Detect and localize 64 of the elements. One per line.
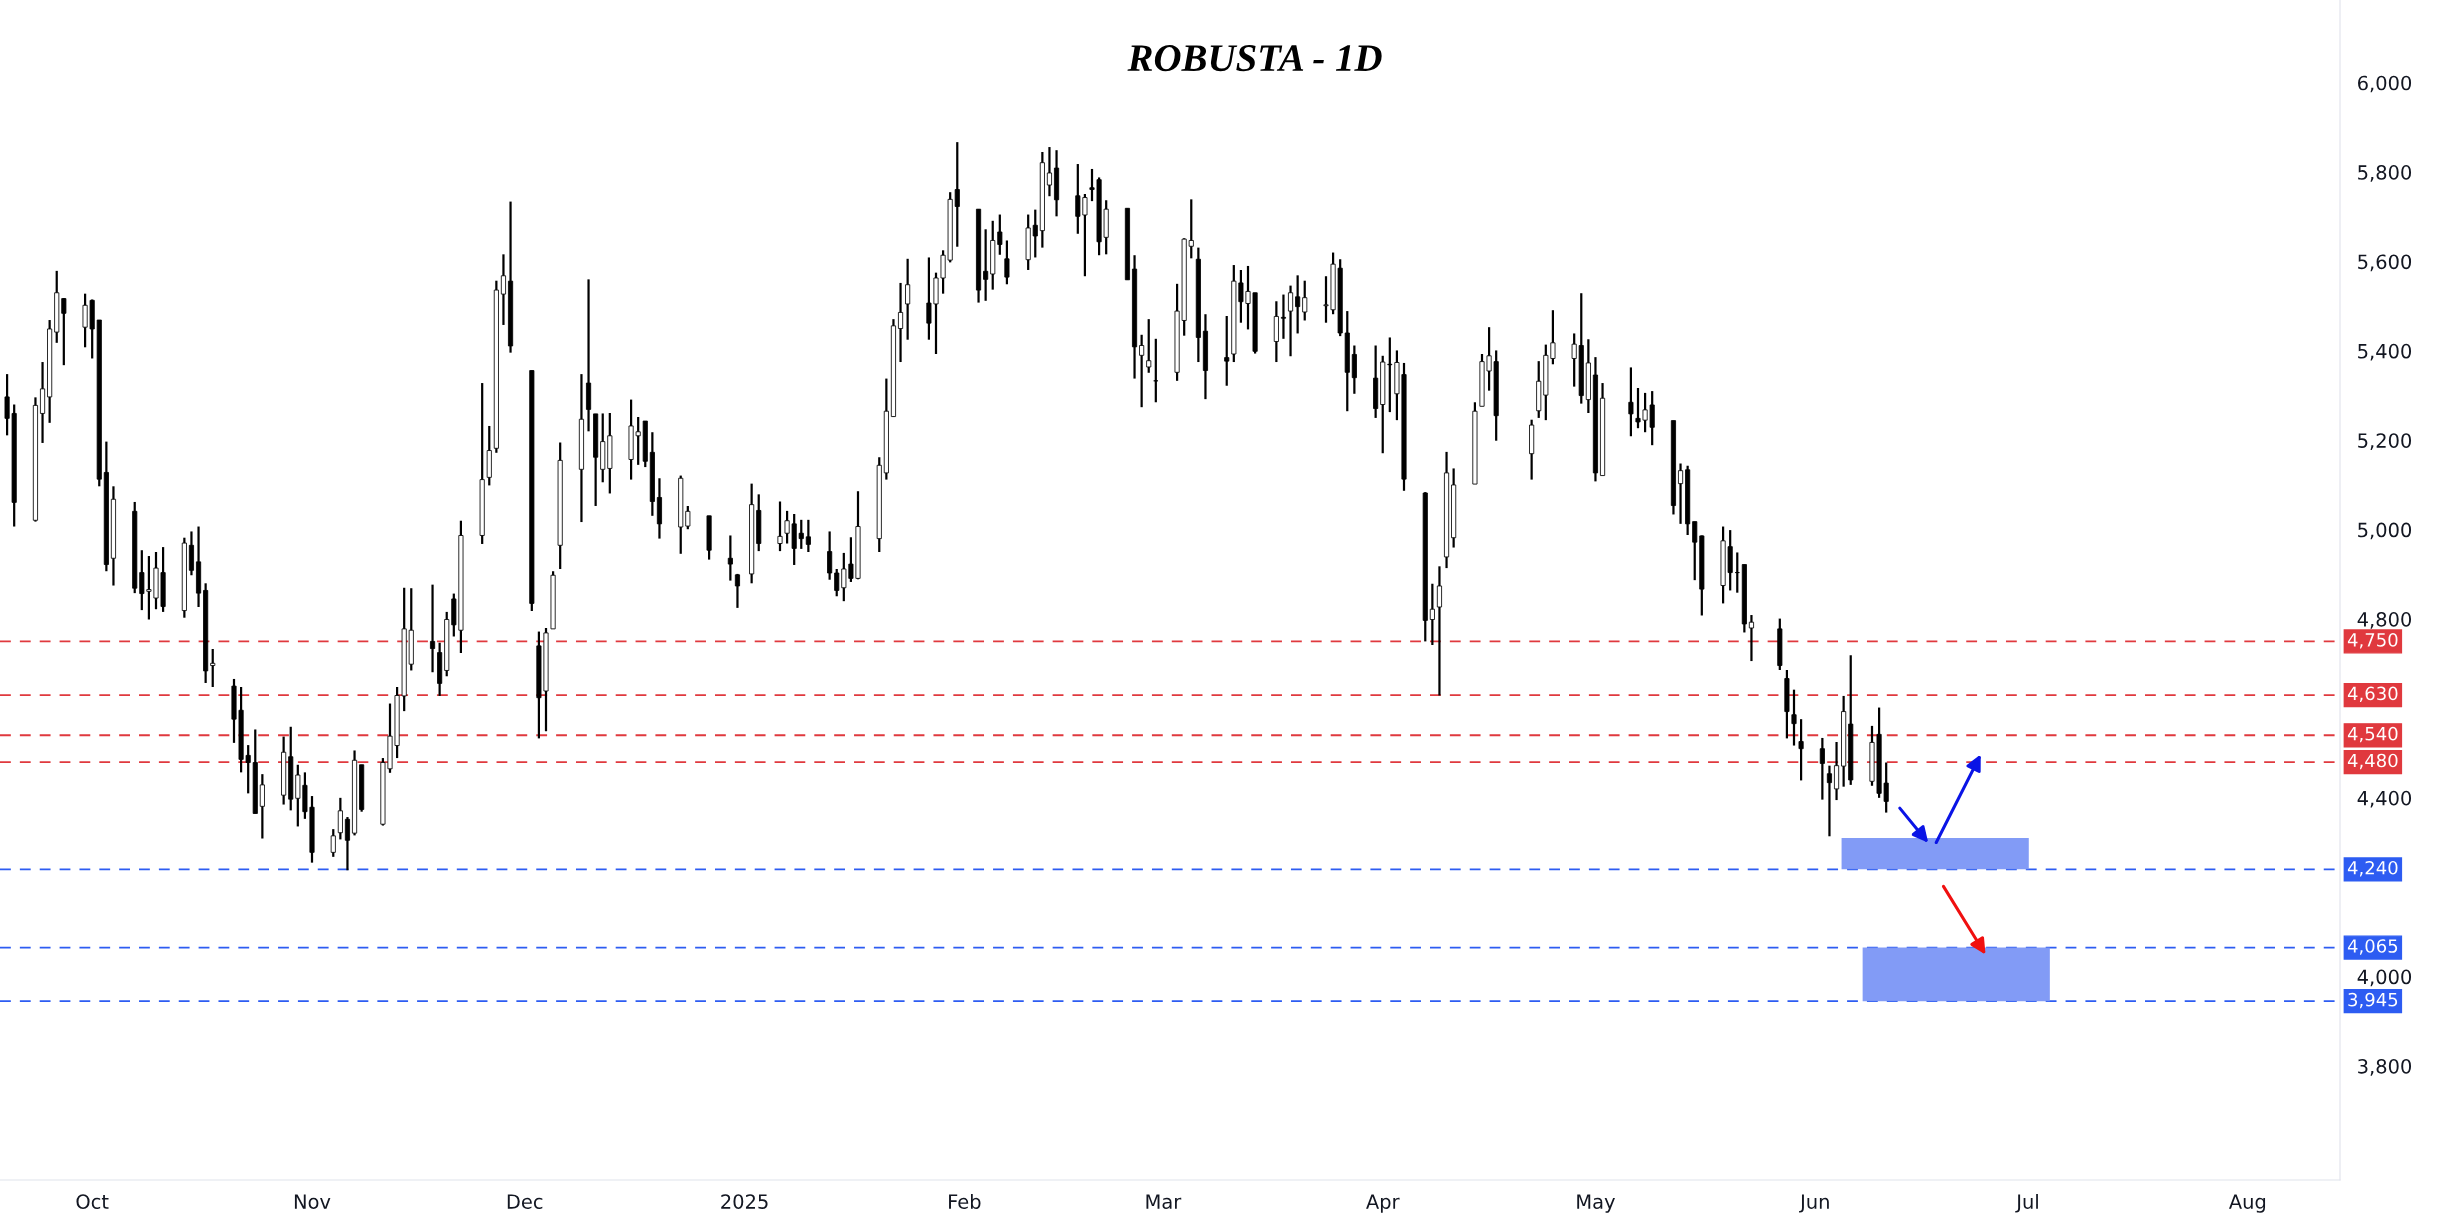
candlestick	[1224, 314, 1230, 387]
candlestick	[827, 530, 833, 581]
candlestick	[1295, 274, 1301, 335]
candlestick	[1748, 613, 1754, 663]
candlestick	[430, 583, 436, 674]
x-tick-label: Apr	[1366, 1194, 1400, 1213]
candlestick	[898, 281, 904, 364]
candlestick	[1436, 565, 1442, 697]
candlestick	[1004, 239, 1010, 286]
candlestick	[1280, 293, 1286, 340]
candlestick	[1798, 718, 1804, 782]
ref-line-label: 4,480	[2347, 753, 2398, 770]
x-tick-label: May	[1577, 1194, 1615, 1213]
candlestick	[727, 534, 733, 582]
candlestick	[734, 572, 740, 609]
x-tick-label: Aug	[2228, 1194, 2266, 1213]
y-tick-label: 5,000	[2358, 522, 2412, 540]
candlestick	[805, 518, 811, 554]
candlestick	[330, 828, 336, 858]
candlestick	[1429, 582, 1435, 647]
candlestick	[1791, 688, 1797, 747]
y-tick-label: 4,800	[2357, 612, 2412, 629]
candlestick	[1834, 740, 1840, 802]
candlestick	[1139, 333, 1145, 409]
candlestick	[1678, 462, 1684, 525]
y-tick-label: 6,000	[2358, 75, 2412, 93]
candlestick	[1819, 736, 1825, 801]
candlestick	[1046, 145, 1052, 198]
candlestick	[500, 253, 506, 327]
ref-line-label: 4,750	[2347, 632, 2398, 649]
candlestick	[905, 257, 911, 341]
ref-line-label: 4,240	[2347, 860, 2398, 877]
ref-line-label: 4,630	[2347, 686, 2398, 703]
y-tick-label: 3,800	[2358, 1058, 2412, 1076]
candlestick	[1302, 279, 1308, 322]
x-tick-label: Mar	[1146, 1194, 1182, 1209]
candlestick	[1351, 344, 1357, 395]
x-tick-label: Jul	[2015, 1193, 2038, 1213]
text: ROBUSTA - 1D	[1127, 45, 1382, 72]
y-tick-label: 5,800	[2358, 165, 2412, 182]
candlestick	[777, 500, 783, 553]
candlestick	[1628, 366, 1634, 438]
x-tick-label: Feb	[949, 1193, 981, 1209]
x-tick-label: Oct	[76, 1194, 109, 1209]
candlestick	[259, 773, 265, 840]
candlestick	[1288, 284, 1294, 358]
y-tick-label: 4,000	[2357, 969, 2412, 987]
ref-line-label: 3,945	[2348, 992, 2398, 1009]
x-tick-label: Jun	[1799, 1194, 1829, 1213]
ref-line-label: 4,065	[2347, 939, 2398, 955]
x-tick-label: 2025	[721, 1194, 768, 1209]
ref-line-label: 4,540	[2347, 726, 2398, 743]
candlestick	[210, 647, 216, 689]
y-tick-label: 5,200	[2358, 433, 2412, 450]
candlestick	[1146, 318, 1152, 374]
candlestick	[1826, 764, 1832, 838]
x-tick-label: Nov	[294, 1194, 331, 1209]
candlestick	[983, 228, 989, 302]
y-tick-label: 5,400	[2358, 343, 2412, 361]
y-tick-label: 5,600	[2358, 254, 2412, 272]
candlestick	[337, 796, 343, 841]
y-tick-label: 4,400	[2357, 790, 2412, 808]
x-tick-label: Dec	[507, 1194, 543, 1209]
candlestick	[344, 815, 350, 872]
